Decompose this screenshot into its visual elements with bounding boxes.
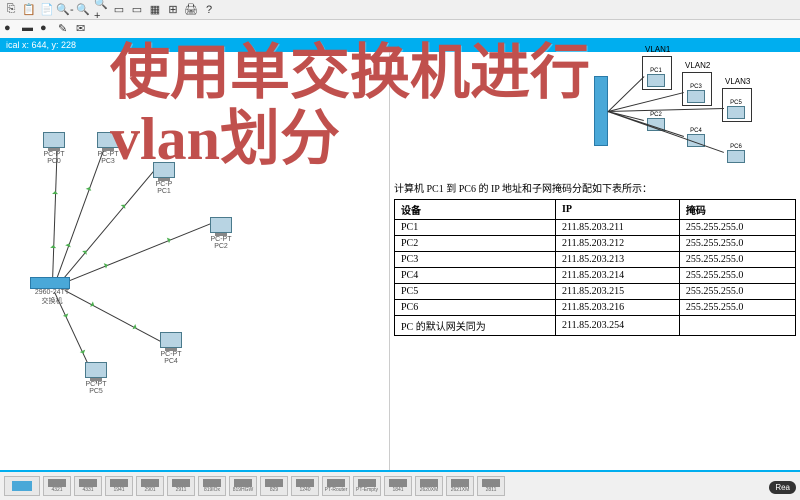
table-row: PC2211.85.203.212255.255.255.0 bbox=[395, 236, 796, 252]
table-header: IP bbox=[556, 200, 680, 220]
draw-tool-icon[interactable]: ✉ bbox=[76, 22, 90, 36]
pc-device[interactable]: PC-PTPC4 bbox=[155, 332, 187, 365]
device-thumb[interactable]: 2911 bbox=[167, 476, 195, 496]
toolbar-icon[interactable]: 📄 bbox=[40, 3, 54, 17]
toolbar-icon[interactable]: ⎘ bbox=[4, 3, 18, 17]
table-row: PC3211.85.203.213255.255.255.0 bbox=[395, 252, 796, 268]
drawing-toolbar: ● ▬ ● ✎ ✉ bbox=[0, 20, 800, 38]
device-thumb[interactable]: 4331 bbox=[74, 476, 102, 496]
device-thumb[interactable]: 819IOx bbox=[198, 476, 226, 496]
network-link[interactable] bbox=[52, 147, 58, 282]
pc-device[interactable]: PC-PTPC2 bbox=[205, 217, 237, 250]
toolbar-icon[interactable]: 🔍 bbox=[76, 3, 90, 17]
switch-device[interactable]: 2960-24TT交换机 bbox=[30, 277, 74, 306]
table-row: PC5211.85.203.215255.255.255.0 bbox=[395, 284, 796, 300]
draw-tool-icon[interactable]: ▬ bbox=[22, 22, 36, 36]
toolbar-icon[interactable]: 🖨 bbox=[184, 3, 198, 17]
vlan-diagram: VLAN1VLAN2VLAN3PC1PC2PC3PC4PC5PC6 bbox=[394, 56, 796, 176]
toolbar-icon[interactable]: 🔍- bbox=[58, 3, 72, 17]
ip-table: 设备IP掩码PC1211.85.203.211255.255.255.0PC22… bbox=[394, 199, 796, 336]
device-thumb[interactable]: 1240 bbox=[291, 476, 319, 496]
toolbar-icon[interactable]: ? bbox=[202, 3, 216, 17]
device-thumb[interactable]: 4321 bbox=[43, 476, 71, 496]
pc-device[interactable]: PC-PPC1 bbox=[148, 162, 180, 195]
draw-tool-icon[interactable]: ● bbox=[4, 22, 18, 36]
realtime-toggle[interactable]: Rea bbox=[769, 481, 796, 494]
pc-device[interactable]: PC-PTPC5 bbox=[80, 362, 112, 395]
vlan-pc-icon: PC3 bbox=[684, 84, 708, 103]
toolbar-icon[interactable]: 📋 bbox=[22, 3, 36, 17]
draw-tool-icon[interactable]: ✎ bbox=[58, 22, 72, 36]
coords-label: x: 644, y: 228 bbox=[22, 40, 76, 50]
table-row: PC 的默认网关同为211.85.203.254 bbox=[395, 316, 796, 336]
device-thumb[interactable]: PT-Empty bbox=[353, 476, 381, 496]
toolbar-icon[interactable]: ⊞ bbox=[166, 3, 180, 17]
status-bar: ical x: 644, y: 228 bbox=[0, 38, 800, 52]
device-thumb[interactable]: 1941 bbox=[105, 476, 133, 496]
vlan-pc-icon: PC6 bbox=[724, 144, 748, 163]
toolbar-icon[interactable]: ▭ bbox=[112, 3, 126, 17]
device-thumb[interactable]: 2811 bbox=[477, 476, 505, 496]
pc-device[interactable]: PC-PTPC3 bbox=[92, 132, 124, 165]
table-header: 设备 bbox=[395, 200, 556, 220]
device-tray: 43214331194129012911819IOx819HGW8291240P… bbox=[0, 470, 800, 500]
mode-label: ical bbox=[6, 40, 20, 50]
pc-device[interactable]: PC-PTPC0 bbox=[38, 132, 70, 165]
device-category-icon[interactable] bbox=[4, 476, 40, 496]
device-thumb[interactable]: 819HGW bbox=[229, 476, 257, 496]
document-panel: VLAN1VLAN2VLAN3PC1PC2PC3PC4PC5PC6 计算机 PC… bbox=[390, 52, 800, 470]
topology-canvas[interactable]: 2960-24TT交换机 PC-PTPC0 PC-PTPC3 PC-PPC1 PC-PT… bbox=[0, 52, 390, 470]
device-thumb[interactable]: PT-Router bbox=[322, 476, 350, 496]
table-caption: 计算机 PC1 到 PC6 的 IP 地址和子网掩码分配如下表所示： bbox=[394, 180, 796, 195]
toolbar-icon[interactable]: 🔍+ bbox=[94, 3, 108, 17]
table-row: PC6211.85.203.216255.255.255.0 bbox=[395, 300, 796, 316]
device-thumb[interactable]: 1841 bbox=[384, 476, 412, 496]
workspace: 2960-24TT交换机 PC-PTPC0 PC-PTPC3 PC-PPC1 PC-PT… bbox=[0, 52, 800, 470]
table-header: 掩码 bbox=[679, 200, 795, 220]
vlan-pc-icon: PC5 bbox=[724, 100, 748, 119]
toolbar-icon[interactable]: ▦ bbox=[148, 3, 162, 17]
table-row: PC4211.85.203.214255.255.255.0 bbox=[395, 268, 796, 284]
toolbar-icon[interactable]: ▭ bbox=[130, 3, 144, 17]
draw-tool-icon[interactable]: ● bbox=[40, 22, 54, 36]
device-thumb[interactable]: 2901 bbox=[136, 476, 164, 496]
vlan-switch-icon bbox=[594, 76, 608, 146]
device-thumb[interactable]: 2621XM bbox=[446, 476, 474, 496]
main-toolbar: ⎘ 📋 📄 🔍- 🔍 🔍+ ▭ ▭ ▦ ⊞ 🖨? bbox=[0, 0, 800, 20]
table-row: PC1211.85.203.211255.255.255.0 bbox=[395, 220, 796, 236]
vlan-pc-icon: PC1 bbox=[644, 68, 668, 87]
device-thumb[interactable]: 2620XM bbox=[415, 476, 443, 496]
device-thumb[interactable]: 829 bbox=[260, 476, 288, 496]
